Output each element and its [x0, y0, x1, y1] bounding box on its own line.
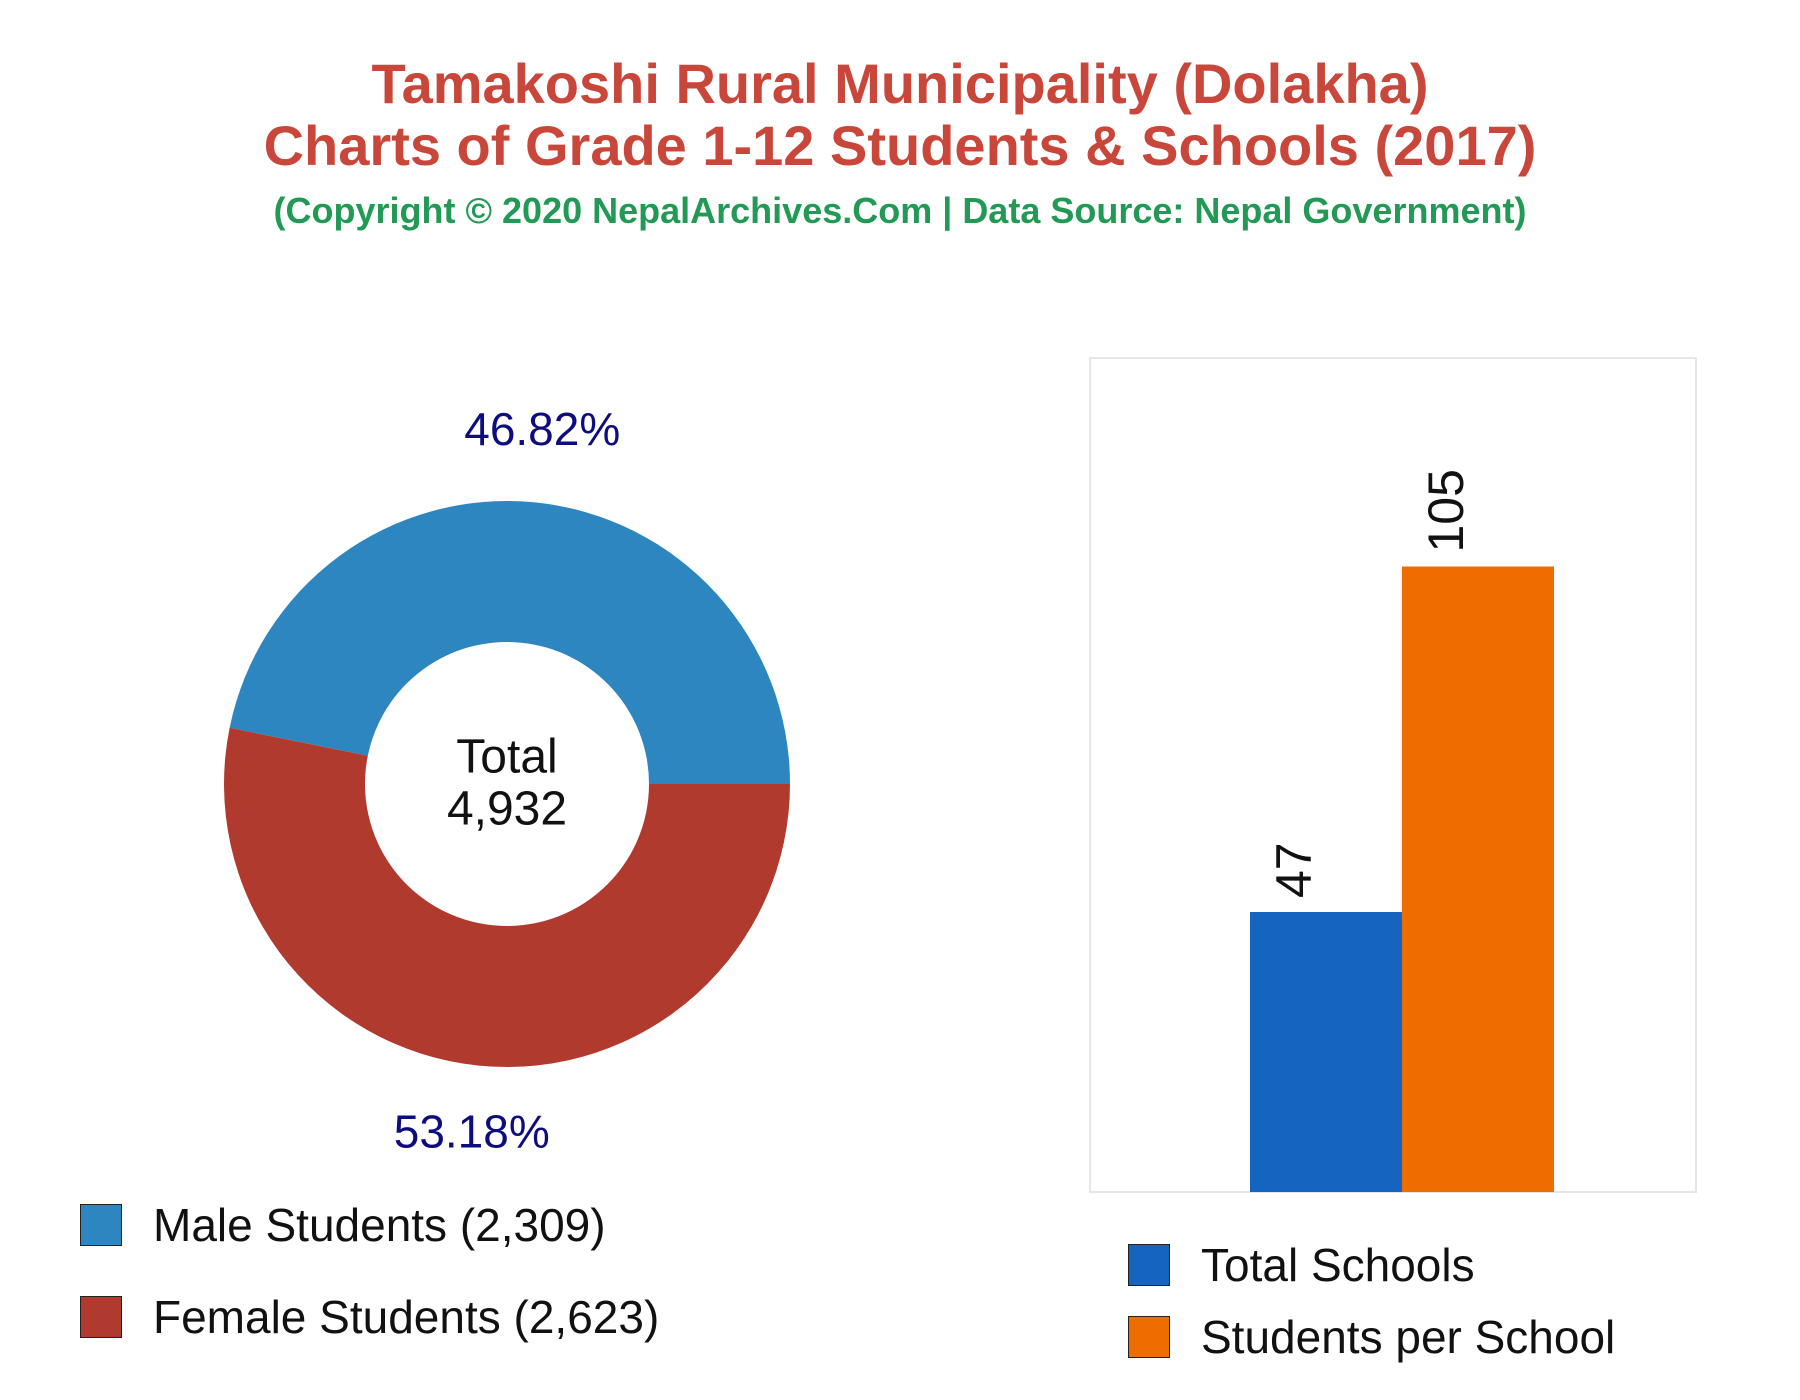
copyright-notice: (Copyright © 2020 NepalArchives.Com | Da…: [273, 190, 1527, 231]
legend-swatch-students-per-school: [1128, 1316, 1170, 1358]
legend-swatch-female: [80, 1296, 122, 1338]
bar-students-per-school: [1402, 566, 1554, 1192]
legend-label-female: Female Students (2,623): [153, 1291, 660, 1343]
legend-label-total-schools: Total Schools: [1201, 1239, 1475, 1291]
legend-item-male: Male Students (2,309): [80, 1198, 606, 1252]
legend-swatch-male: [80, 1204, 122, 1246]
donut-slice-female: [224, 727, 790, 1068]
bar-total-schools-value-label: 47: [1266, 842, 1322, 898]
legend-label-male: Male Students (2,309): [153, 1199, 606, 1251]
legend-swatch-total-schools: [1128, 1244, 1170, 1286]
bar-total-schools: [1250, 912, 1402, 1192]
legend-item-students-per-school: Students per School: [1128, 1310, 1615, 1364]
bar-chart: 47 105: [1250, 469, 1554, 1192]
donut-slice-male: [229, 501, 790, 784]
legend-label-students-per-school: Students per School: [1201, 1311, 1616, 1363]
donut-center-label: Total: [456, 731, 557, 784]
chart-title-line-2: Charts of Grade 1-12 Students & Schools …: [263, 114, 1537, 177]
chart-title-line-1: Tamakoshi Rural Municipality (Dolakha): [371, 52, 1429, 115]
donut-center-value: 4,932: [447, 783, 567, 836]
donut-slice-male-percent-label: 46.82%: [464, 403, 620, 455]
bar-students-per-school-value-label: 105: [1418, 469, 1474, 552]
legend-item-total-schools: Total Schools: [1128, 1238, 1475, 1292]
legend-item-female: Female Students (2,623): [80, 1290, 659, 1344]
donut-slice-female-percent-label: 53.18%: [394, 1105, 550, 1157]
